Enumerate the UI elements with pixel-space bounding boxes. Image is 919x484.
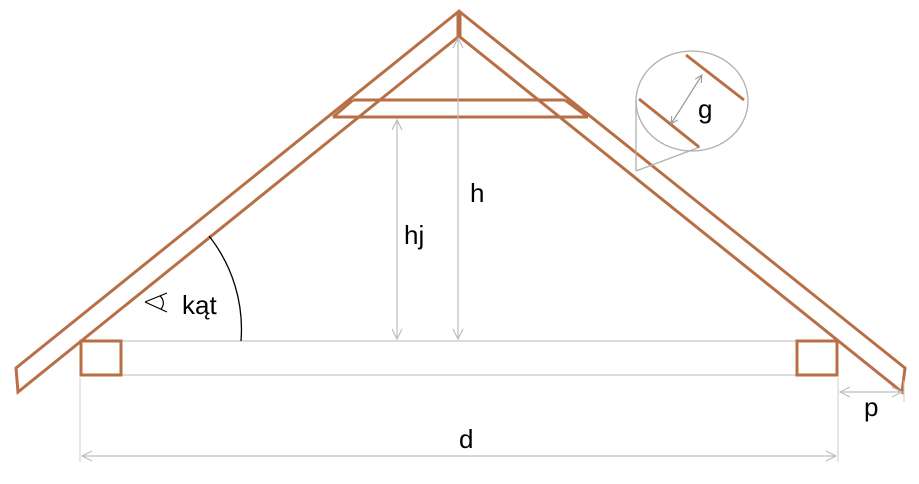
tie-beam [120, 340, 798, 376]
overhang-p-dimension [840, 380, 905, 402]
thickness-detail-callout [635, 50, 749, 172]
angle-symbol [144, 292, 168, 303]
left-wall-plate [79, 339, 123, 377]
left-rafter [14, 8, 460, 395]
span-d-dimension [79, 378, 839, 462]
label-hj: hj [404, 220, 424, 250]
label-g: g [698, 94, 712, 124]
label-p: p [864, 392, 878, 422]
label-d: d [459, 424, 473, 454]
label-h: h [470, 178, 484, 208]
label-angle: kąt [182, 290, 217, 320]
right-wall-plate [795, 339, 839, 377]
roof-angle-arc [144, 235, 243, 342]
